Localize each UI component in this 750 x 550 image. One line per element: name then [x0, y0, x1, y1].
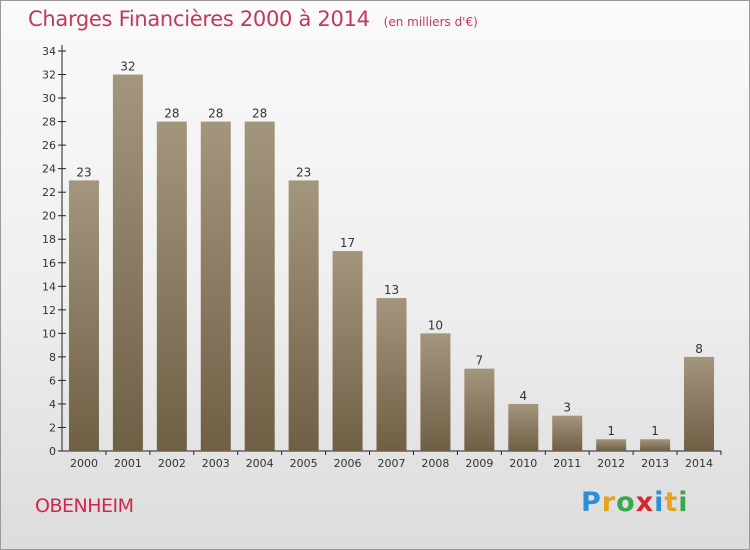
logo-letter: i: [654, 487, 665, 518]
bar-2000: [68, 180, 99, 452]
logo-letter: P: [581, 487, 602, 518]
y-tick-label: 16: [42, 257, 56, 270]
chart-title: Charges Financières 2000 à 2014 (en milli…: [28, 7, 478, 31]
x-tick-label: 2001: [114, 457, 142, 470]
data-label: 3: [563, 401, 571, 415]
data-label: 28: [252, 107, 267, 121]
bar-2009: [464, 368, 495, 451]
logo-letter: x: [635, 487, 655, 518]
x-tick-label: 2000: [70, 457, 98, 470]
data-label: 23: [296, 165, 311, 179]
logo-letter: i: [678, 487, 689, 518]
y-tick-label: 14: [42, 280, 56, 293]
bar-2010: [508, 403, 539, 451]
y-tick-label: 24: [42, 163, 56, 176]
data-label: 17: [340, 236, 355, 250]
bar-2014: [684, 356, 715, 451]
proxiti-logo: Proxiti: [581, 487, 689, 518]
bar-2005: [288, 180, 319, 452]
data-label: 13: [384, 283, 399, 297]
unit-label: (en milliers d'€): [383, 15, 478, 29]
commune-name: OBENHEIM: [35, 495, 134, 517]
bar-2002: [156, 121, 187, 452]
bar-2007: [376, 298, 407, 451]
y-tick-label: 8: [49, 351, 56, 364]
data-label: 10: [428, 318, 443, 332]
y-tick-label: 12: [42, 304, 56, 317]
data-label: 28: [164, 107, 179, 121]
data-label: 1: [607, 424, 615, 438]
data-label: 4: [519, 389, 527, 403]
title-text: Charges Financières 2000 à 2014: [28, 7, 370, 31]
y-tick-label: 18: [42, 233, 56, 246]
y-tick-label: 20: [42, 210, 56, 223]
x-tick-label: 2005: [290, 457, 318, 470]
x-tick-label: 2012: [597, 457, 625, 470]
y-tick-label: 32: [42, 69, 56, 82]
logo-letter: r: [601, 487, 617, 518]
data-label: 32: [120, 60, 135, 74]
y-tick-label: 26: [42, 139, 56, 152]
y-tick-label: 2: [49, 421, 56, 434]
x-tick-label: 2009: [465, 457, 493, 470]
bar-2006: [332, 251, 363, 451]
x-tick-label: 2006: [334, 457, 362, 470]
bar-2001: [112, 74, 143, 451]
bar-2003: [200, 121, 231, 452]
bars: [68, 74, 715, 452]
x-tick-label: 2010: [509, 457, 537, 470]
y-tick-label: 4: [49, 398, 56, 411]
y-tick-label: 28: [42, 116, 56, 129]
y-tick-label: 34: [42, 45, 56, 58]
x-tick-label: 2013: [641, 457, 669, 470]
data-labels: 2000 23 2001 32 2002 28 2003 28 2004 28 2005 23 2006…: [70, 60, 713, 470]
y-tick-label: 22: [42, 186, 56, 199]
bar-2004: [244, 121, 275, 452]
data-label: 1: [651, 424, 659, 438]
x-tick-label: 2003: [202, 457, 230, 470]
bar-2011: [552, 415, 583, 451]
logo-letter: t: [664, 487, 679, 518]
data-label: 7: [476, 354, 484, 368]
y-tick-label: 6: [49, 374, 56, 387]
bar-2013: [640, 439, 671, 451]
x-tick-label: 2007: [378, 457, 406, 470]
x-tick-label: 2014: [685, 457, 713, 470]
x-tick-label: 2008: [421, 457, 449, 470]
x-tick-label: 2011: [553, 457, 581, 470]
x-tick-label: 2004: [246, 457, 274, 470]
bar-2008: [420, 333, 451, 451]
data-label: 23: [76, 165, 91, 179]
y-tick-label: 0: [49, 445, 56, 458]
logo-letter: o: [616, 487, 636, 518]
y-tick-label: 30: [42, 92, 56, 105]
bar-2012: [596, 439, 627, 451]
y-tick-label: 10: [42, 327, 56, 340]
x-tick-label: 2002: [158, 457, 186, 470]
data-label: 28: [208, 107, 223, 121]
data-label: 8: [695, 342, 703, 356]
